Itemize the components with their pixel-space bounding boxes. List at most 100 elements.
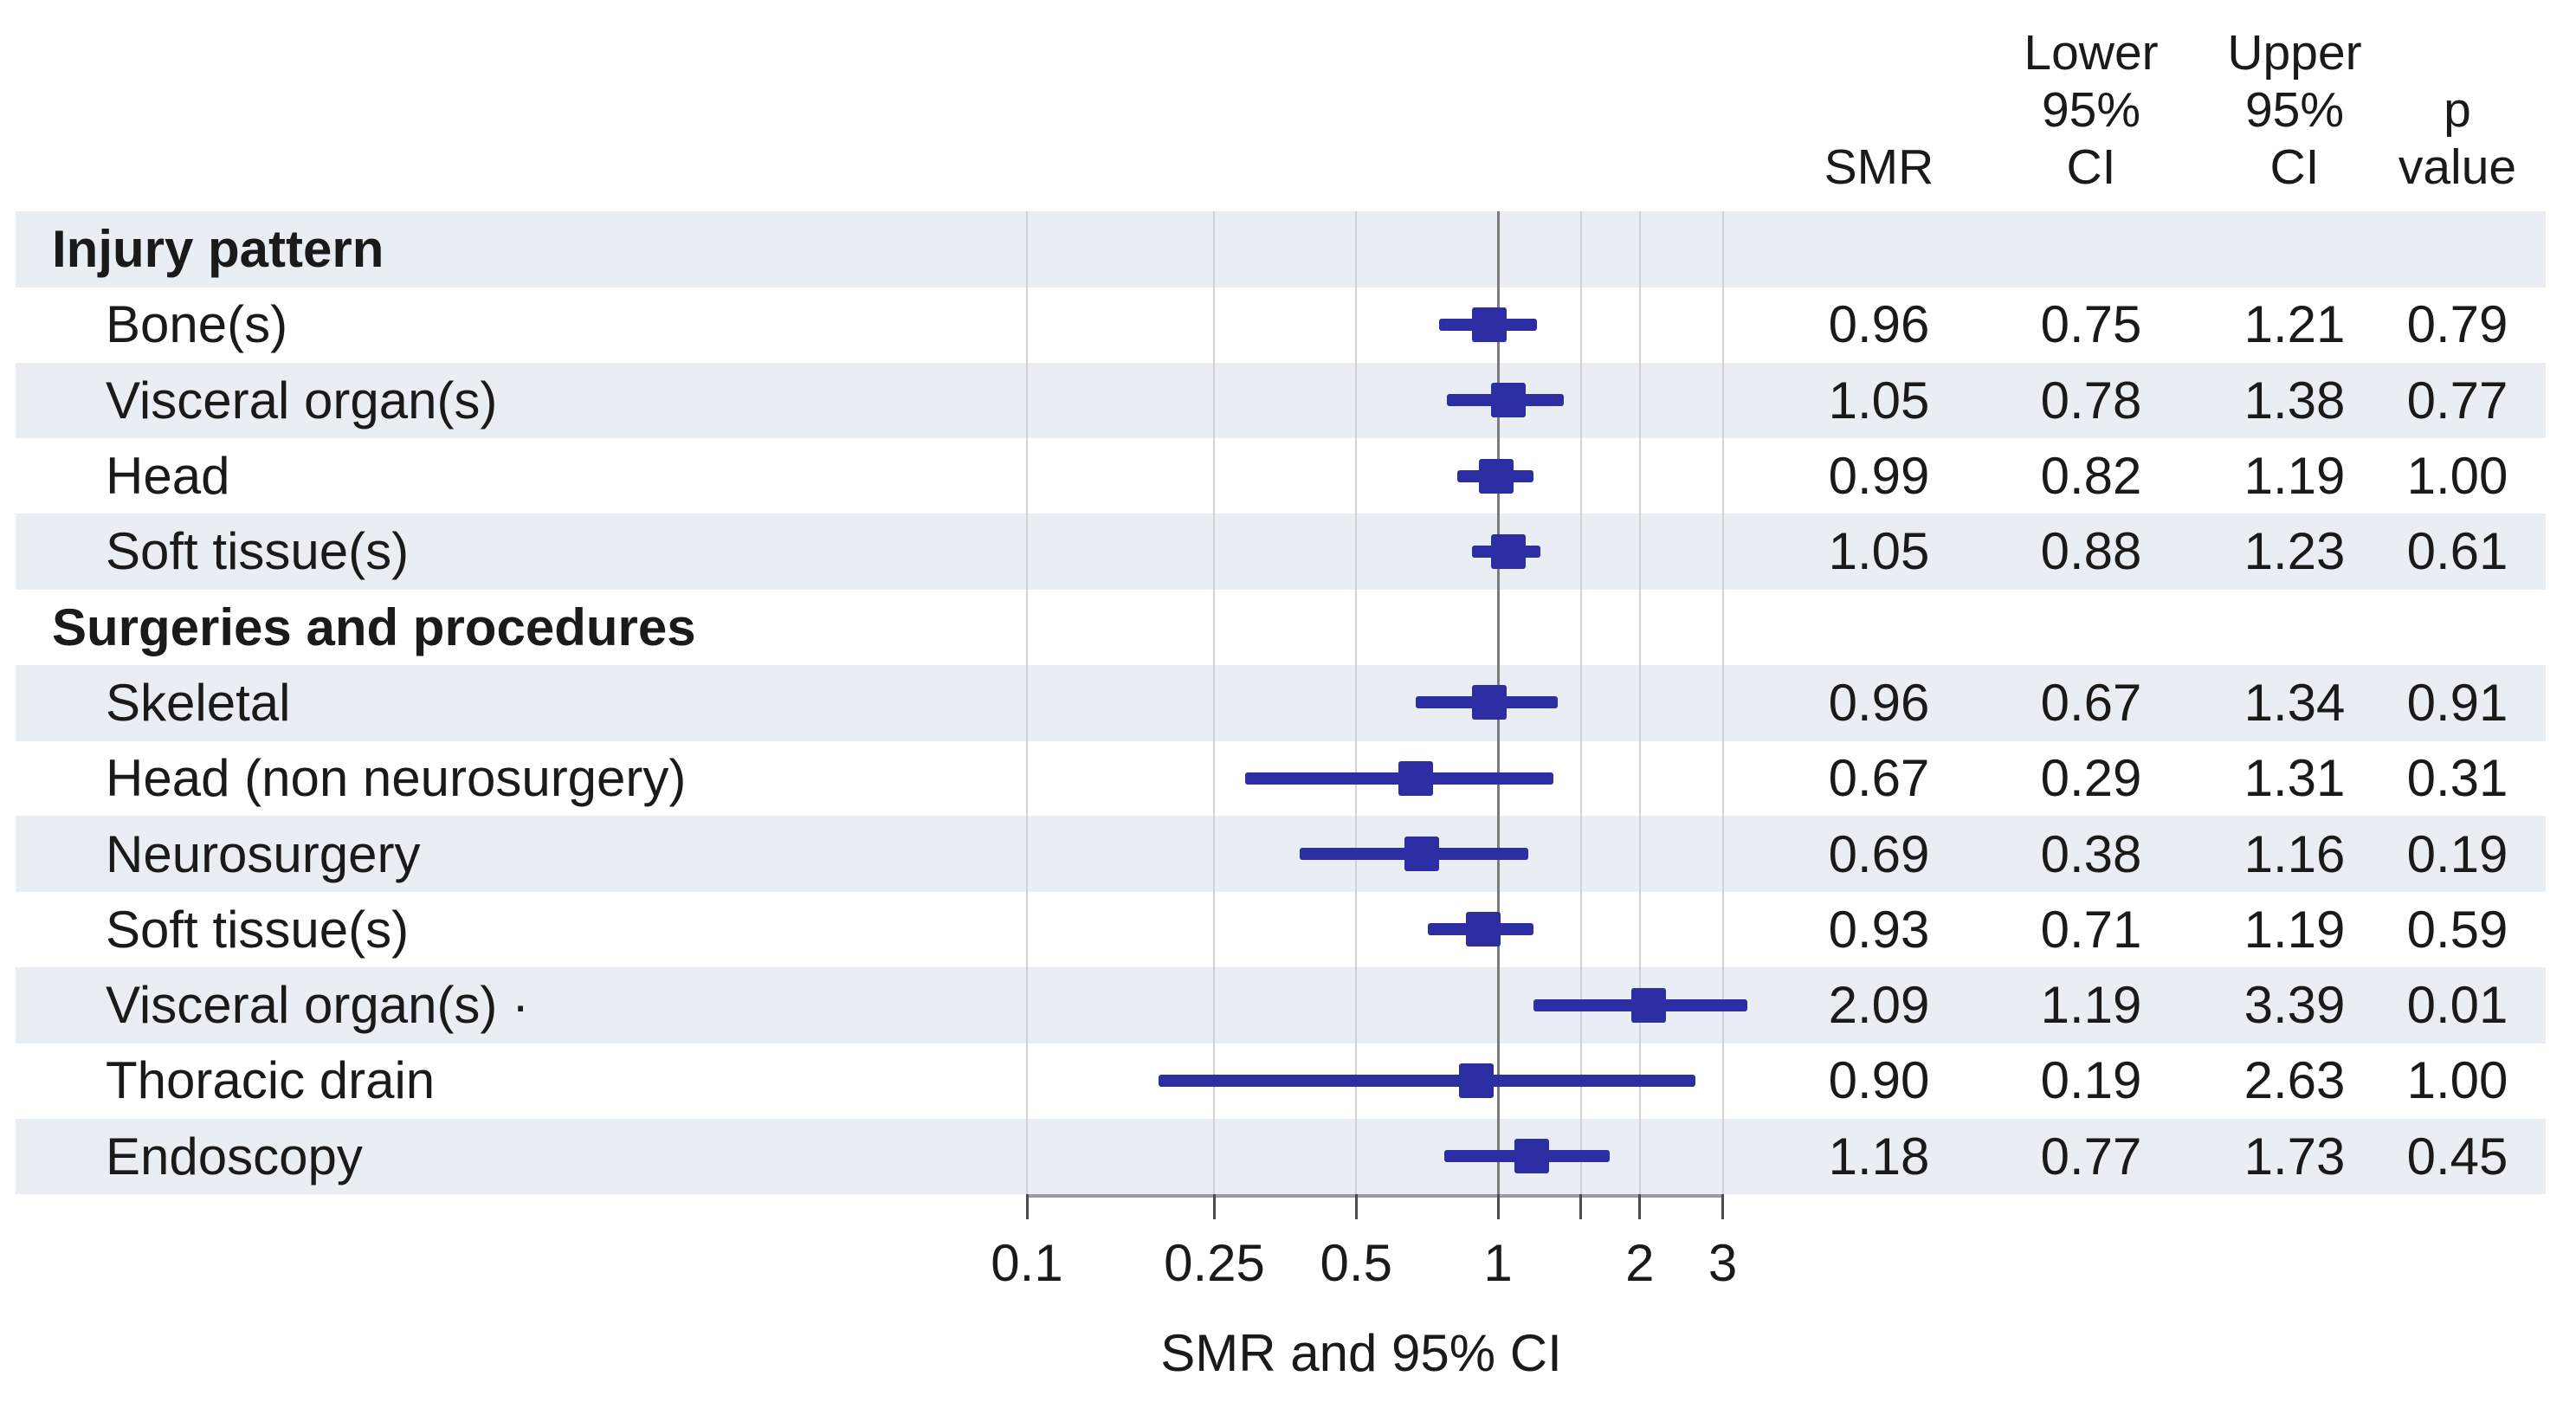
axis-tick-label: 0.5 <box>1320 1234 1392 1292</box>
row-band <box>16 967 2546 1043</box>
gridline <box>1213 211 1216 1194</box>
column-header-line: CI <box>2269 139 2320 195</box>
row-label: Soft tissue(s) <box>106 522 410 581</box>
p-value: 1.00 <box>2406 447 2508 506</box>
p-value: 0.59 <box>2406 900 2508 959</box>
column-header-line: Lower <box>2024 25 2159 81</box>
lower-ci-value: 0.77 <box>2040 1127 2142 1186</box>
column-header-line: CI <box>2066 139 2116 195</box>
axis-tick-label: 1 <box>1483 1234 1513 1292</box>
lower-ci-value: 1.19 <box>2040 976 2142 1035</box>
column-header-upper: Upper 95% CI <box>2147 9 2442 196</box>
gridline <box>1026 211 1028 1194</box>
row-band <box>16 362 2546 439</box>
smr-marker <box>1631 987 1667 1023</box>
smr-marker <box>1404 837 1440 872</box>
upper-ci-value: 1.16 <box>2244 824 2346 883</box>
ci-line <box>1158 1074 1696 1087</box>
upper-ci-value: 1.31 <box>2244 749 2346 808</box>
gridline <box>1638 211 1641 1194</box>
upper-ci-value: 1.34 <box>2244 673 2346 732</box>
column-header-line: Upper <box>2227 25 2362 81</box>
smr-marker <box>1465 912 1501 947</box>
smr-value: 0.67 <box>1828 749 1930 808</box>
smr-value: 0.99 <box>1828 447 1930 506</box>
row-label: Soft tissue(s) <box>106 900 410 959</box>
smr-marker <box>1398 760 1434 796</box>
column-header-line: 95% <box>2244 82 2345 138</box>
group-header-label: Surgeries and procedures <box>52 598 696 656</box>
lower-ci-value: 0.75 <box>2040 295 2142 354</box>
smr-value: 0.69 <box>1828 824 1930 883</box>
row-label: Visceral organ(s) · <box>106 976 530 1035</box>
lower-ci-value: 0.67 <box>2040 673 2142 732</box>
axis-tick <box>1212 1194 1216 1219</box>
p-value: 0.19 <box>2406 824 2508 883</box>
smr-marker <box>1472 307 1508 342</box>
upper-ci-value: 1.19 <box>2244 900 2346 959</box>
axis-tick <box>1721 1194 1725 1219</box>
lower-ci-value: 0.71 <box>2040 900 2142 959</box>
p-value: 0.61 <box>2406 522 2508 581</box>
column-header-line: value <box>2398 139 2517 195</box>
row-band <box>16 816 2546 893</box>
gridline <box>1579 211 1582 1194</box>
column-header-line: p <box>2444 82 2471 138</box>
smr-value: 0.93 <box>1828 900 1930 959</box>
upper-ci-value: 1.73 <box>2244 1127 2346 1186</box>
axis-tick <box>1579 1194 1583 1219</box>
smr-value: 1.05 <box>1828 522 1930 581</box>
column-header-lower: Lower 95% CI <box>1944 9 2238 196</box>
upper-ci-value: 3.39 <box>2244 976 2346 1035</box>
upper-ci-value: 1.21 <box>2244 295 2346 354</box>
lower-ci-value: 0.78 <box>2040 371 2142 430</box>
group-header-label: Injury pattern <box>52 220 384 279</box>
row-label: Skeletal <box>106 673 291 732</box>
row-label: Head <box>106 447 230 506</box>
p-value: 0.01 <box>2406 976 2508 1035</box>
gridline <box>1355 211 1358 1194</box>
column-header-line: 95% <box>2041 82 2141 138</box>
row-label: Thoracic drain <box>106 1051 436 1110</box>
axis-tick-label: 0.1 <box>991 1234 1063 1292</box>
smr-value: 0.90 <box>1828 1051 1930 1110</box>
gridline <box>1721 211 1724 1194</box>
smr-value: 1.05 <box>1828 371 1930 430</box>
row-label: Bone(s) <box>106 295 288 354</box>
axis-tick-label: 2 <box>1625 1234 1655 1292</box>
axis-tick-label: 0.25 <box>1164 1234 1265 1292</box>
p-value: 0.79 <box>2406 295 2508 354</box>
smr-marker <box>1478 458 1514 494</box>
column-header-line: SMR <box>1824 139 1934 195</box>
row-band <box>16 211 2546 288</box>
upper-ci-value: 1.38 <box>2244 371 2346 430</box>
axis-tick-label: 3 <box>1708 1234 1738 1292</box>
axis-tick <box>1638 1194 1642 1219</box>
smr-value: 0.96 <box>1828 295 1930 354</box>
lower-ci-value: 0.82 <box>2040 447 2142 506</box>
smr-value: 1.18 <box>1828 1127 1930 1186</box>
p-value: 0.45 <box>2406 1127 2508 1186</box>
upper-ci-value: 2.63 <box>2244 1051 2346 1110</box>
row-label: Head (non neurosurgery) <box>106 749 687 808</box>
x-axis-line <box>1027 1194 1723 1198</box>
lower-ci-value: 0.38 <box>2040 824 2142 883</box>
axis-tick <box>1496 1194 1500 1219</box>
lower-ci-value: 0.29 <box>2040 749 2142 808</box>
smr-value: 0.96 <box>1828 673 1930 732</box>
x-axis-title: SMR and 95% CI <box>1160 1324 1562 1382</box>
axis-tick <box>1354 1194 1358 1219</box>
lower-ci-value: 0.88 <box>2040 522 2142 581</box>
smr-marker <box>1459 1063 1495 1098</box>
lower-ci-value: 0.19 <box>2040 1051 2142 1110</box>
row-label: Neurosurgery <box>106 824 421 883</box>
row-band <box>16 664 2546 741</box>
smr-marker <box>1514 1139 1550 1174</box>
smr-value: 2.09 <box>1828 976 1930 1035</box>
row-label: Visceral organ(s) <box>106 371 498 430</box>
row-band <box>16 1118 2546 1195</box>
p-value: 0.31 <box>2406 749 2508 808</box>
smr-marker <box>1472 685 1508 720</box>
column-header-p: p value <box>2310 9 2576 196</box>
